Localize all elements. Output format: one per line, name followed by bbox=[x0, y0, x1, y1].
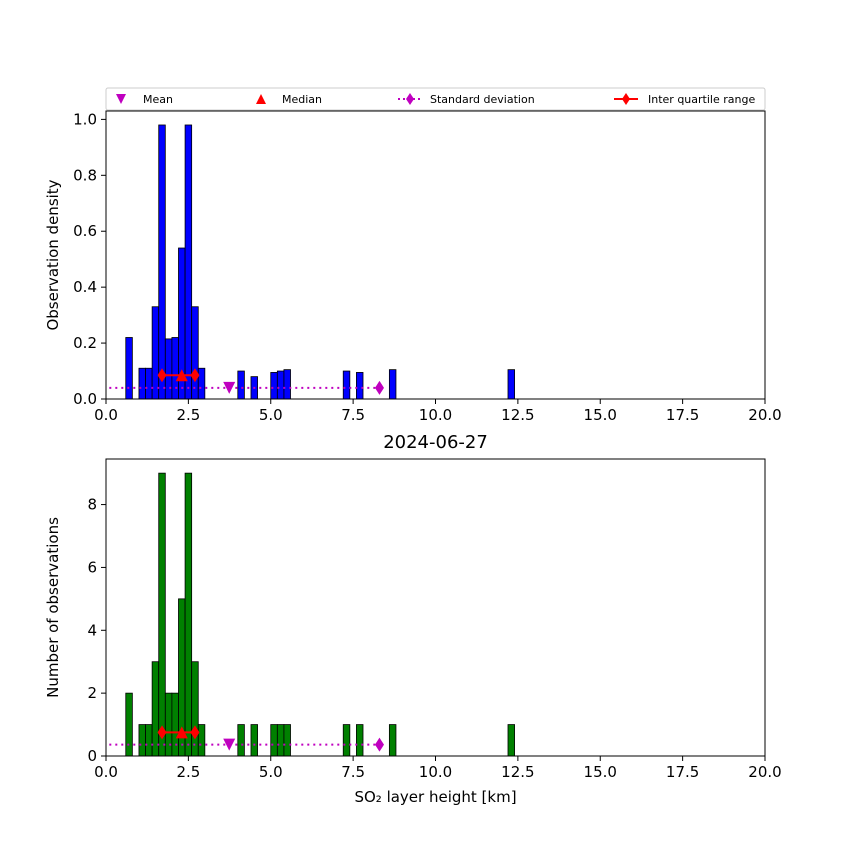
y-tick-label: 8 bbox=[87, 496, 97, 514]
histogram-bar bbox=[151, 661, 160, 757]
y-axis-label: Number of observations bbox=[44, 517, 62, 698]
x-tick-label: 20.0 bbox=[748, 406, 781, 424]
x-tick-label: 0.0 bbox=[94, 763, 118, 781]
histogram-bar bbox=[276, 370, 285, 400]
histogram-bar bbox=[250, 724, 258, 757]
legend-label: Inter quartile range bbox=[648, 93, 755, 106]
y-tick-label: 0.6 bbox=[73, 222, 97, 240]
legend-item: Mean bbox=[116, 93, 173, 106]
iqr-lower-marker bbox=[157, 368, 167, 383]
median-legend-icon bbox=[256, 94, 266, 104]
x-tick-label: 17.5 bbox=[666, 763, 699, 781]
histogram-bar bbox=[342, 724, 351, 757]
histogram-bar bbox=[356, 372, 364, 400]
x-tick-label: 10.0 bbox=[419, 763, 452, 781]
histogram-bar bbox=[388, 724, 397, 757]
std-deviation-marker bbox=[374, 380, 384, 395]
legend-label: Standard deviation bbox=[430, 93, 535, 106]
mean-marker bbox=[223, 738, 236, 751]
histogram-bar bbox=[283, 369, 291, 400]
histogram-bar bbox=[356, 724, 364, 757]
x-tick-label: 15.0 bbox=[584, 406, 617, 424]
histogram-bar bbox=[138, 367, 146, 400]
histogram-bar bbox=[171, 337, 179, 400]
x-axis-label: SO₂ layer height [km] bbox=[354, 788, 516, 806]
x-tick-label: 12.5 bbox=[501, 406, 534, 424]
axes-frame bbox=[105, 458, 766, 757]
x-tick-label: 7.5 bbox=[341, 763, 365, 781]
legend-label: Median bbox=[282, 93, 322, 106]
x-tick-label: 2.5 bbox=[176, 406, 200, 424]
x-tick-label: 7.5 bbox=[341, 406, 365, 424]
legend-item: Inter quartile range bbox=[614, 93, 755, 106]
x-tick-label: 5.0 bbox=[259, 406, 283, 424]
y-tick-label: 0.8 bbox=[73, 166, 97, 184]
histogram-bar bbox=[270, 372, 278, 400]
histogram-bar bbox=[158, 472, 166, 757]
histogram-bar bbox=[270, 724, 278, 757]
top-histogram-panel: 0.0 2.5 5.0 7.5 10.0 12.5 15.0 17.5 20.0 0.0 0.2 0.… bbox=[44, 110, 782, 424]
histogram-bar bbox=[164, 692, 173, 757]
iqr-upper-marker bbox=[190, 725, 200, 740]
x-tick-label: 0.0 bbox=[94, 406, 118, 424]
iqr-lower-marker bbox=[157, 725, 167, 740]
mean-marker bbox=[223, 381, 236, 394]
histogram-bar bbox=[125, 692, 133, 757]
histogram-bar bbox=[171, 692, 179, 757]
mean-legend-icon bbox=[116, 94, 126, 104]
median-marker bbox=[175, 726, 188, 739]
histogram-bar bbox=[388, 369, 397, 400]
axes-frame bbox=[105, 110, 766, 400]
histogram-bar bbox=[342, 370, 351, 400]
y-tick-label: 1.0 bbox=[73, 110, 97, 128]
median-marker bbox=[175, 369, 188, 382]
histogram-bar bbox=[237, 724, 245, 757]
legend-item: Median bbox=[256, 93, 322, 106]
chart-title: 2024-06-27 bbox=[383, 432, 488, 453]
histogram-bar bbox=[125, 337, 133, 400]
y-tick-label: 0 bbox=[87, 747, 97, 765]
histogram-bar bbox=[151, 306, 160, 400]
histogram-bar bbox=[191, 661, 199, 757]
histogram-bar bbox=[276, 724, 285, 757]
bottom-histogram-panel: 0.0 2.5 5.0 7.5 10.0 12.5 15.0 17.5 20.0 0 2 4 6 8 Num… bbox=[44, 432, 782, 806]
y-tick-label: 0.4 bbox=[73, 278, 97, 296]
y-axis-label: Observation density bbox=[44, 179, 62, 330]
x-tick-label: 10.0 bbox=[419, 406, 452, 424]
legend-label: Mean bbox=[143, 93, 173, 106]
x-tick-label: 15.0 bbox=[584, 763, 617, 781]
histogram-bar bbox=[158, 124, 166, 400]
iqr-upper-marker bbox=[190, 368, 200, 383]
x-tick-label: 12.5 bbox=[501, 763, 534, 781]
x-tick-label: 5.0 bbox=[259, 763, 283, 781]
histogram-bar bbox=[237, 370, 245, 400]
histogram-bar bbox=[138, 724, 146, 757]
histogram-bar bbox=[164, 338, 173, 400]
histogram-bar bbox=[184, 124, 193, 400]
y-tick-label: 6 bbox=[87, 558, 97, 576]
histogram-bar bbox=[507, 724, 515, 757]
y-tick-label: 4 bbox=[87, 621, 97, 639]
legend: Mean Median Standard deviation Inter quarti… bbox=[105, 87, 766, 111]
legend-item: Standard deviation bbox=[398, 93, 535, 106]
x-tick-label: 2.5 bbox=[176, 763, 200, 781]
std-deviation-marker bbox=[374, 737, 384, 752]
histogram-bar bbox=[145, 724, 153, 757]
y-tick-label: 0.0 bbox=[73, 390, 97, 408]
std-legend-diamond-icon bbox=[406, 93, 414, 105]
y-tick-label: 2 bbox=[87, 684, 97, 702]
histogram-bar bbox=[507, 369, 515, 400]
histogram-bar bbox=[145, 367, 153, 400]
x-tick-label: 20.0 bbox=[748, 763, 781, 781]
histogram-bar bbox=[197, 724, 206, 757]
histogram-bar bbox=[184, 472, 193, 757]
histogram-bar bbox=[191, 306, 199, 400]
histogram-bar bbox=[283, 724, 291, 757]
legend-frame bbox=[105, 87, 766, 111]
y-tick-label: 0.2 bbox=[73, 334, 97, 352]
iqr-legend-diamond-icon bbox=[622, 93, 630, 105]
x-tick-label: 17.5 bbox=[666, 406, 699, 424]
histogram-bar bbox=[197, 367, 206, 400]
